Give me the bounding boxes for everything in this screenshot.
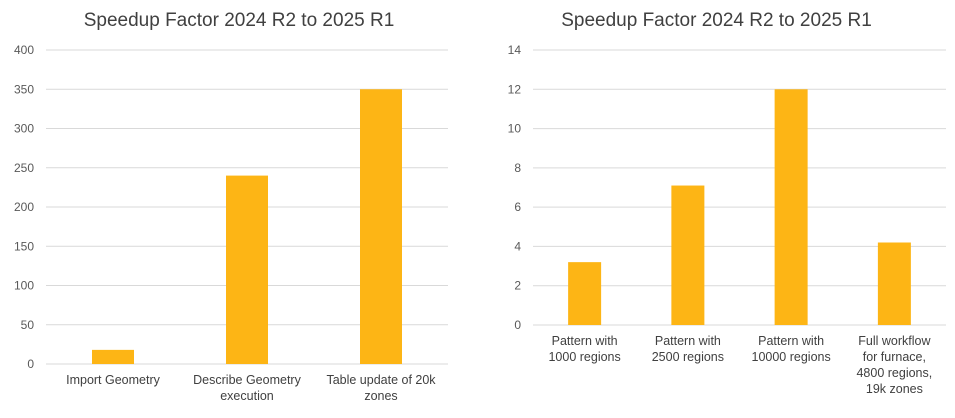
x-category-label: 2500 regions — [652, 350, 724, 364]
x-category-label: 4800 regions, — [856, 366, 932, 380]
chart-right-plot: 0 2 4 6 8 10 12 14 Pattern with 1000 regions Patte… — [508, 43, 946, 396]
y-tick-label: 400 — [14, 43, 34, 57]
y-tick-label: 14 — [508, 43, 522, 57]
x-category-label: Table update of 20k — [326, 373, 436, 387]
bar — [774, 89, 808, 326]
chart-left-plot: 0 50 100 150 200 250 300 350 400 Import Geometry D… — [14, 43, 448, 403]
bar — [226, 175, 268, 364]
y-tick-label: 10 — [508, 122, 522, 136]
x-category-label: for furnace, — [863, 350, 926, 364]
y-tick-label: 0 — [514, 318, 521, 332]
x-category-label: Import Geometry — [66, 373, 161, 387]
y-tick-label: 2 — [514, 279, 521, 293]
y-tick-label: 4 — [514, 239, 521, 253]
x-category-label: 19k zones — [866, 382, 923, 396]
x-category-label: zones — [364, 389, 397, 403]
y-tick-label: 50 — [21, 318, 35, 332]
y-tick-label: 0 — [27, 357, 34, 371]
bar — [877, 242, 911, 325]
x-category-label: Pattern with — [758, 334, 824, 348]
y-tick-label: 6 — [514, 200, 521, 214]
x-category-label: execution — [220, 389, 274, 403]
x-category-label: Full workflow — [858, 334, 931, 348]
bar — [671, 185, 705, 325]
y-tick-label: 250 — [14, 161, 34, 175]
y-tick-label: 100 — [14, 279, 34, 293]
chart-title: Speedup Factor 2024 R2 to 2025 R1 — [83, 10, 395, 31]
chart-title: Speedup Factor 2024 R2 to 2025 R1 — [561, 10, 872, 31]
y-tick-label: 300 — [14, 122, 34, 136]
x-category-label: 10000 regions — [752, 350, 831, 364]
y-tick-label: 200 — [14, 200, 34, 214]
chart-left: Speedup Factor 2024 R2 to 2025 R1 0 50 100… — [14, 10, 448, 403]
bar — [568, 262, 602, 325]
chart-right: Speedup Factor 2024 R2 to 2025 R1 0 2 4 6 8 1… — [478, 0, 955, 418]
bar — [92, 349, 134, 364]
y-tick-label: 8 — [514, 161, 521, 175]
x-category-label: 1000 regions — [548, 350, 620, 364]
x-category-label: Describe Geometry — [193, 373, 301, 387]
y-tick-label: 350 — [14, 82, 34, 96]
x-category-label: Pattern with — [552, 334, 618, 348]
x-category-label: Pattern with — [655, 334, 721, 348]
bar — [360, 89, 402, 364]
y-tick-label: 12 — [508, 82, 522, 96]
y-tick-label: 150 — [14, 239, 34, 253]
